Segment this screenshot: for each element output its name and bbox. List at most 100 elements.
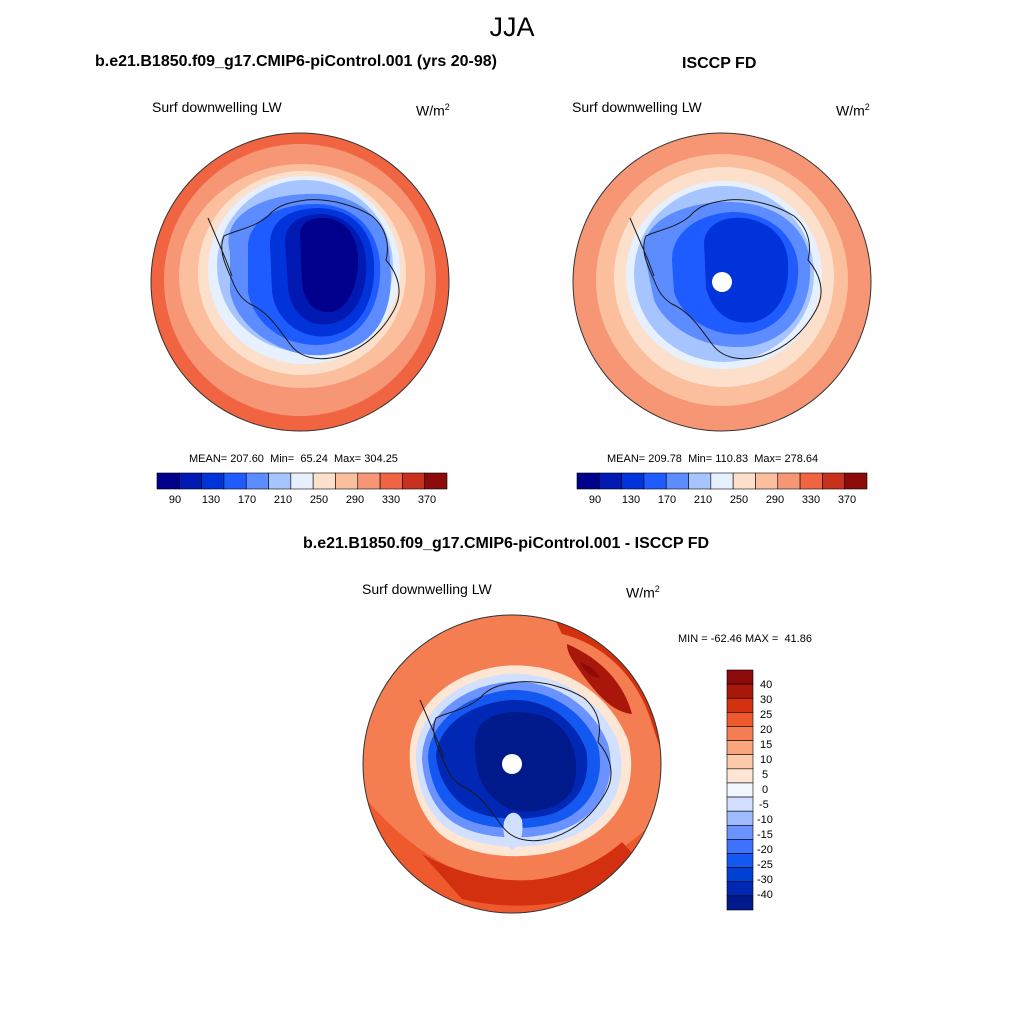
colorbar-swatch (357, 472, 381, 490)
colorbar-swatch (726, 796, 754, 812)
figure-title: JJA (489, 12, 535, 42)
cb-tick: -25 (757, 859, 773, 871)
variable-label-obs: Surf downwelling LW (572, 99, 702, 115)
cb-tick: 30 (760, 694, 773, 706)
pole-missing-data (712, 272, 732, 292)
variable-label-model: Surf downwelling LW (152, 99, 282, 115)
cb-tick: -30 (757, 874, 773, 886)
stats-line-diff: MIN = -62.46 MAX = 41.86 (678, 633, 812, 645)
cb-tick: -40 (757, 889, 773, 901)
cb-tick: 5 (762, 769, 769, 781)
colorbar-swatch (268, 472, 292, 490)
cb-tick: 210 (273, 494, 293, 506)
colorbar-swatch (755, 472, 779, 490)
polar-map-diff (362, 614, 662, 914)
cb-tick: 170 (657, 494, 677, 506)
colorbar-swatch (726, 768, 754, 784)
stats-line-model: MEAN= 207.60 Min= 65.24 Max= 304.25 (189, 453, 398, 465)
colorbar-swatch (290, 472, 314, 490)
map-boundary (150, 132, 450, 432)
map-boundary (362, 614, 662, 914)
cb-tick: 250 (729, 494, 749, 506)
stats-line-obs: MEAN= 209.78 Min= 110.83 Max= 278.64 (607, 453, 819, 465)
field-band-5 (580, 662, 600, 678)
cb-tick: 0 (762, 784, 769, 796)
colorbar-swatch (643, 472, 667, 490)
cb-tick: 370 (417, 494, 437, 506)
panel-title-model: b.e21.B1850.f09_g17.CMIP6-piControl.001 … (95, 53, 497, 70)
cb-tick: -15 (757, 829, 773, 841)
colorbar-swatch (688, 472, 712, 490)
field-band-12 (503, 812, 523, 850)
colorbar-swatch (312, 472, 336, 490)
colorbar-swatch (726, 810, 754, 826)
colorbar-obs (576, 472, 868, 490)
cb-tick: 10 (760, 754, 773, 766)
colorbar-swatch (156, 472, 180, 490)
colorbar-swatch (379, 472, 403, 490)
pole-missing-data (502, 754, 522, 774)
field-band-10 (300, 217, 358, 313)
cb-tick: 250 (309, 494, 329, 506)
cb-tick: 290 (765, 494, 785, 506)
colorbar-swatch (777, 472, 801, 490)
cb-tick: 290 (345, 494, 365, 506)
cb-tick: 90 (588, 494, 602, 506)
colorbar-swatch (201, 472, 225, 490)
variable-label-diff: Surf downwelling LW (362, 581, 492, 597)
panel-title-diff: b.e21.B1850.f09_g17.CMIP6-piControl.001 … (303, 535, 710, 552)
panel-title-obs: ISCCP FD (682, 55, 757, 72)
field-band-11 (474, 711, 577, 812)
colorbar-model (156, 472, 448, 490)
colorbar-swatch (726, 712, 754, 727)
colorbar-swatch (599, 472, 622, 490)
colorbar-swatch (799, 472, 823, 490)
cb-tick: -10 (757, 814, 773, 826)
colorbar-swatch (576, 472, 600, 490)
cb-tick: -20 (757, 844, 773, 856)
units-label-model: W/m2 (416, 102, 450, 119)
cb-tick: 170 (237, 494, 257, 506)
cb-tick: 15 (760, 739, 773, 751)
colorbar-swatch (726, 669, 754, 685)
antarctica-coastline (629, 199, 822, 360)
polar-map-obs (572, 132, 872, 432)
cb-tick: -5 (759, 799, 769, 811)
colorbar-swatch (726, 867, 754, 883)
colorbar-swatch (402, 472, 425, 490)
colorbar-swatch (726, 754, 754, 770)
colorbar-swatch (726, 853, 754, 868)
field-band-4 (567, 644, 632, 714)
units-label-obs: W/m2 (836, 102, 870, 119)
cb-tick: 370 (837, 494, 857, 506)
colorbar-swatch (726, 895, 754, 911)
cb-tick: 330 (381, 494, 401, 506)
colorbar-swatch (726, 881, 754, 897)
colorbar-swatch (710, 472, 734, 490)
cb-tick: 20 (760, 724, 773, 736)
colorbar-swatch (726, 839, 754, 854)
antarctica-coastline (419, 681, 612, 842)
polar-map-model (150, 132, 450, 432)
field-band-2 (422, 842, 642, 906)
units-label-diff: W/m2 (626, 584, 660, 601)
colorbar-swatch (844, 472, 868, 490)
antarctica-coastline (207, 199, 400, 360)
colorbar-swatch (726, 683, 754, 699)
cb-tick: 90 (168, 494, 182, 506)
colorbar-swatch (732, 472, 756, 490)
colorbar-swatch (822, 472, 845, 490)
cb-tick: 330 (801, 494, 821, 506)
colorbar-swatch (424, 472, 448, 490)
colorbar-swatch (726, 697, 754, 713)
colorbar-swatch (335, 472, 359, 490)
colorbar-swatch (726, 782, 754, 798)
colorbar-swatch (179, 472, 202, 490)
colorbar-swatch (223, 472, 247, 490)
cb-tick: 130 (201, 494, 221, 506)
colorbar-swatch (621, 472, 645, 490)
cb-tick: 25 (760, 709, 773, 721)
cb-tick: 130 (621, 494, 641, 506)
colorbar-swatch (726, 740, 754, 756)
field-band-7 (704, 217, 789, 323)
